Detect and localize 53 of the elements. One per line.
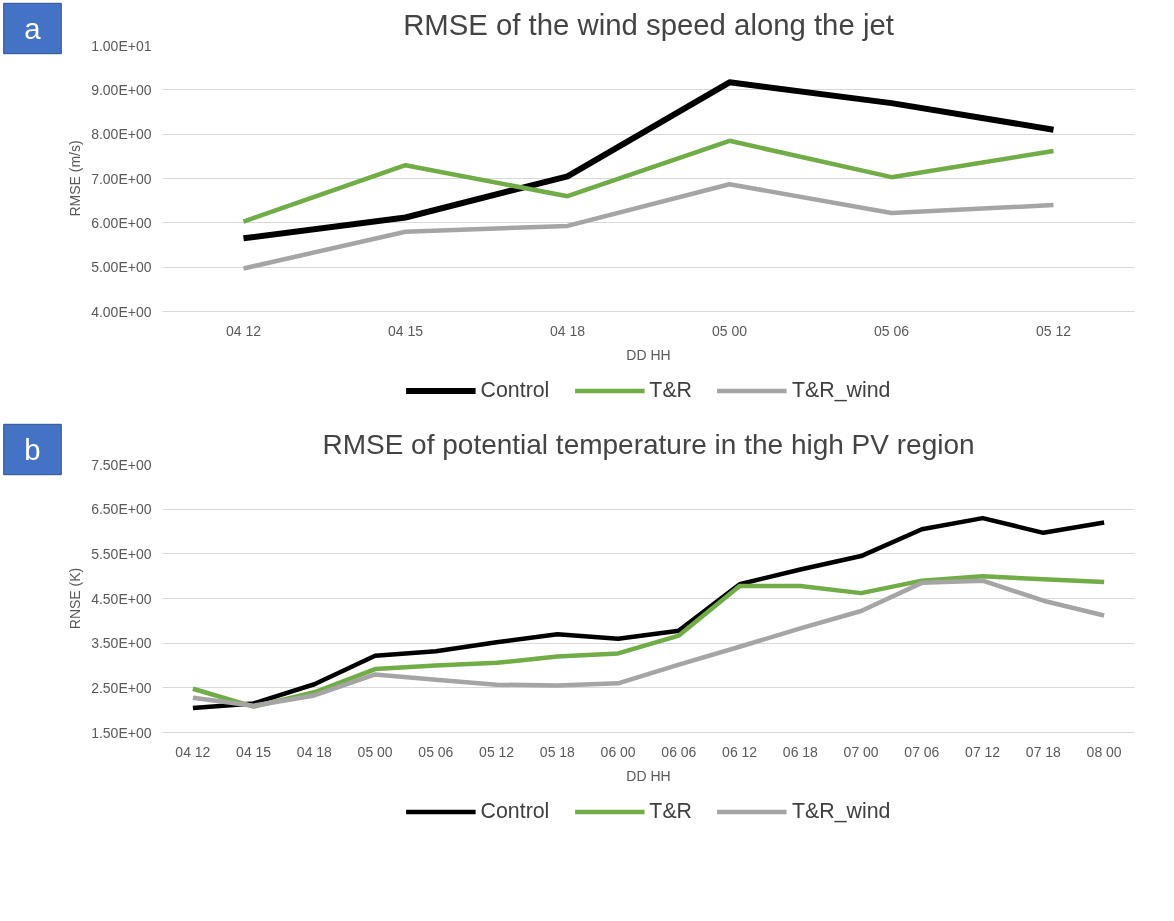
x-tick-label: 05 12 <box>479 743 515 760</box>
legend-label: Control <box>480 377 550 403</box>
x-tick-label: 07 06 <box>904 743 940 760</box>
x-axis-title: DD HH <box>626 767 671 784</box>
x-tick-label: 05 06 <box>418 743 454 760</box>
legend-label: T&R <box>649 377 693 403</box>
y-tick-label: 5.50E+00 <box>91 545 152 562</box>
y-tick-label: 9.00E+00 <box>91 81 152 98</box>
y-tick-label: 3.50E+00 <box>91 635 152 652</box>
y-axis-title: RNSE (K) <box>67 567 84 630</box>
y-tick-label: 6.50E+00 <box>91 501 152 518</box>
y-tick-label: 1.00E+01 <box>91 37 152 54</box>
x-tick-label: 07 00 <box>843 743 879 760</box>
line-series <box>241 138 1056 224</box>
x-tick-label: 05 18 <box>539 743 576 760</box>
legend-label: Control <box>480 798 550 824</box>
y-tick-label: 5.00E+00 <box>91 259 152 276</box>
x-tick-label: 07 12 <box>965 743 1001 760</box>
x-axis-title: DD HH <box>626 346 671 363</box>
x-tick-label: 08 00 <box>1086 743 1122 760</box>
text: a <box>24 12 42 45</box>
y-tick-label: 7.50E+00 <box>91 456 152 473</box>
x-tick-label: 07 18 <box>1025 743 1062 760</box>
y-tick-label: 1.50E+00 <box>91 724 152 741</box>
line-series <box>190 515 1107 711</box>
legend-label: T&R_wind <box>792 377 891 403</box>
x-tick-label: 05 00 <box>357 743 393 760</box>
x-tick-label: 06 12 <box>722 743 758 760</box>
x-tick-label: 04 18 <box>549 322 586 339</box>
text: b <box>24 433 41 466</box>
y-tick-label: 7.00E+00 <box>91 170 152 187</box>
x-tick-label: 05 06 <box>873 322 910 339</box>
y-tick-label: 8.00E+00 <box>91 126 152 143</box>
x-tick-label: 04 18 <box>296 743 333 760</box>
x-tick-label: 04 15 <box>236 743 272 760</box>
x-tick-label: 06 00 <box>600 743 636 760</box>
legend-label: T&R <box>649 798 693 824</box>
x-tick-label: 05 12 <box>1035 322 1072 339</box>
legend-label: T&R_wind <box>792 798 891 824</box>
x-tick-label: 04 15 <box>387 322 424 339</box>
y-tick-label: 2.50E+00 <box>91 679 152 696</box>
x-tick-label: 05 00 <box>711 322 748 339</box>
chart-title: RMSE of the wind speed along the jet <box>403 7 894 41</box>
y-tick-label: 4.50E+00 <box>91 590 152 607</box>
y-tick-label: 4.00E+00 <box>91 303 152 320</box>
y-axis-title: RMSE (m/s) <box>67 140 84 217</box>
y-tick-label: 6.00E+00 <box>91 214 152 231</box>
x-tick-label: 06 18 <box>782 743 819 760</box>
x-tick-label: 06 06 <box>661 743 697 760</box>
chart-title: RMSE of potential temperature in the high PV region <box>322 428 975 460</box>
line-series <box>241 182 1056 271</box>
x-tick-label: 04 12 <box>175 743 211 760</box>
x-tick-label: 04 12 <box>225 322 262 339</box>
